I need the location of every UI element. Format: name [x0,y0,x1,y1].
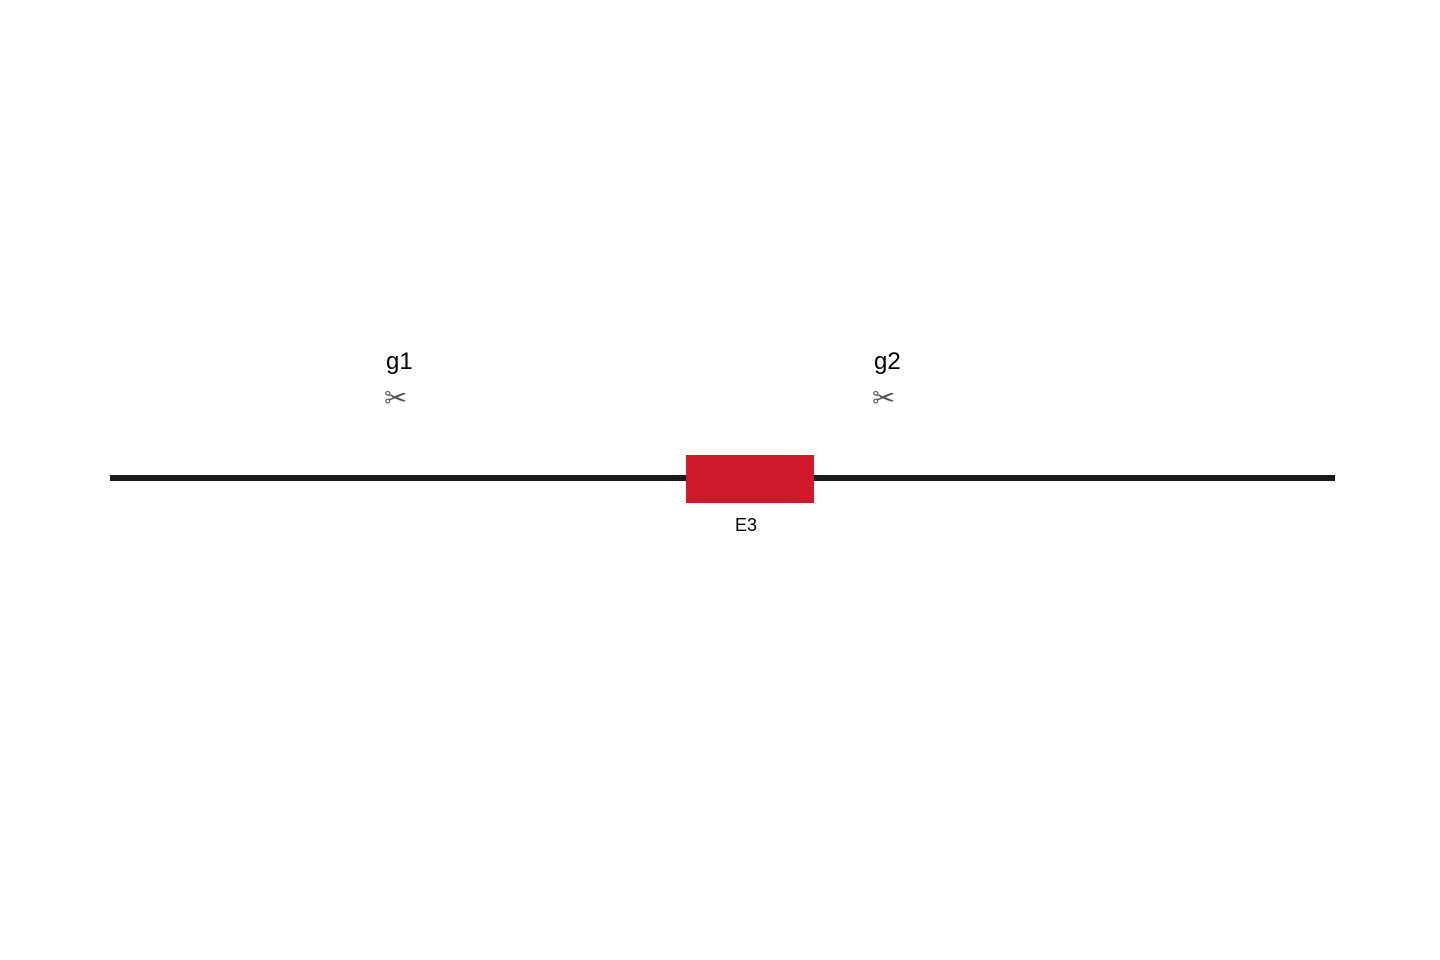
gene-editing-diagram: E3 g1 ✂ g2 ✂ [0,0,1440,960]
genome-line-right [814,475,1335,481]
exon-box-e3 [686,455,814,503]
exon-label-e3: E3 [735,515,757,536]
scissors-icon: ✂ [872,380,895,413]
cut-site-label-g2: g2 [874,348,901,376]
cut-site-label-g1: g1 [386,348,413,376]
scissors-icon: ✂ [384,380,407,413]
genome-line-left [110,475,686,481]
